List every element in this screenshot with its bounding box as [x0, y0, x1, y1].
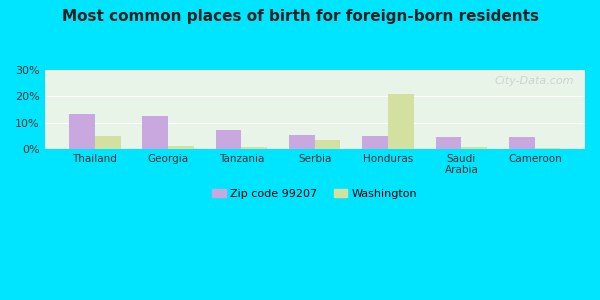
Bar: [388, 94, 414, 149]
Legend: Zip code 99207, Washington: Zip code 99207, Washington: [208, 184, 422, 203]
Bar: [95, 136, 121, 149]
Bar: [216, 130, 241, 149]
Bar: [535, 148, 560, 149]
Bar: [69, 114, 95, 149]
Bar: [362, 136, 388, 149]
Bar: [509, 137, 535, 149]
Bar: [289, 135, 315, 149]
Text: Most common places of birth for foreign-born residents: Most common places of birth for foreign-…: [62, 9, 539, 24]
Bar: [241, 148, 267, 149]
Bar: [436, 137, 461, 149]
Bar: [142, 116, 168, 149]
Bar: [461, 148, 487, 149]
Text: City-Data.com: City-Data.com: [494, 76, 574, 86]
Bar: [315, 140, 340, 149]
Bar: [168, 146, 194, 149]
